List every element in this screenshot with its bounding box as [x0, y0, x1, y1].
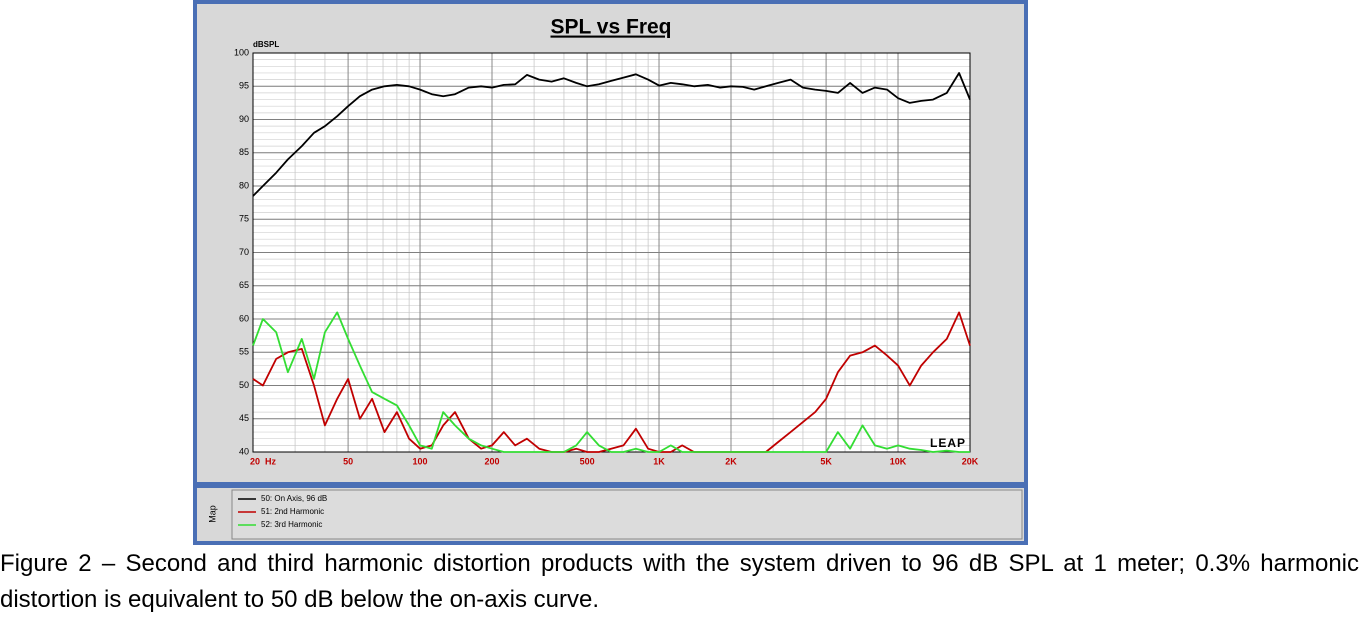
y-tick-label: 85 — [239, 147, 249, 157]
logo: LEAP — [930, 436, 966, 450]
x-tick-label: 20 Hz — [250, 456, 277, 466]
data-line — [252, 72, 971, 197]
x-tick-label: 2K — [725, 456, 737, 466]
y-tick-label: 45 — [239, 413, 249, 423]
legend-label: 50: On Axis, 96 dB — [261, 494, 327, 503]
x-tick-label: 10K — [890, 456, 907, 466]
x-tick-label: 20K — [962, 456, 979, 466]
legend-box — [231, 489, 1023, 540]
chart-title: SPL vs Freq — [551, 16, 672, 39]
legend-title: Map — [207, 505, 217, 523]
chart: SPL vs Freq dBSPL Map 40 45 50 55 60 65 70 75 80… — [193, 0, 1028, 545]
y-tick-label: 55 — [239, 347, 249, 357]
y-tick-label: 65 — [239, 280, 249, 290]
y-tick-label: 80 — [239, 180, 249, 190]
x-tick-label: 200 — [484, 456, 499, 466]
data-line — [252, 311, 971, 453]
y-tick-label: 90 — [239, 114, 249, 124]
data-line — [252, 311, 970, 453]
y-axis-label: dBSPL — [253, 40, 279, 49]
y-tick-label: 95 — [239, 81, 249, 91]
x-tick-label: 100 — [413, 456, 428, 466]
x-tick-label: 1K — [653, 456, 665, 466]
y-tick-label: 70 — [239, 247, 249, 257]
legend-label: 52: 3rd Harmonic — [261, 520, 322, 529]
y-tick-label: 50 — [239, 380, 249, 390]
y-tick-label: 100 — [234, 47, 249, 57]
caption: Figure 2 – Second and third harmonic dis… — [0, 550, 1359, 613]
x-tick-label: 5K — [820, 456, 832, 466]
legend-label: 51: 2nd Harmonic — [261, 507, 324, 516]
y-tick-label: 60 — [239, 313, 249, 323]
y-tick-label: 75 — [239, 214, 249, 224]
x-tick-label: 50 — [343, 456, 353, 466]
x-tick-label: 500 — [580, 456, 595, 466]
y-tick-label: 40 — [239, 446, 249, 456]
